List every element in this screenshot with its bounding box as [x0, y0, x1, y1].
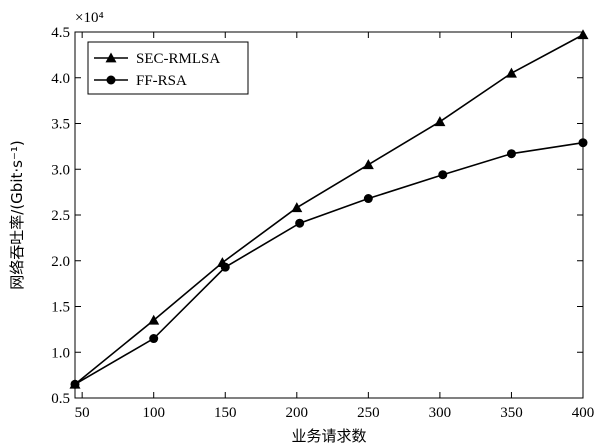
ff-rsa-point — [506, 149, 516, 159]
x-tick-label: 150 — [214, 405, 237, 421]
x-axis-ticks: 50 100 150 200 250 300 350 400 — [75, 32, 595, 421]
sec-rmlsa-point — [148, 314, 160, 325]
legend-item-sec-rmlsa: SEC-RMLSA — [94, 51, 220, 67]
series-ff-rsa — [70, 138, 588, 389]
legend-label: SEC-RMLSA — [136, 51, 220, 67]
x-tick-label: 200 — [286, 405, 309, 421]
series-line — [74, 34, 584, 385]
y-axis-ticks: 0.5 1.0 1.5 2.0 2.5 3.0 3.5 4.0 4.5 — [51, 25, 583, 407]
ff-rsa-point — [295, 218, 305, 228]
ff-rsa-point — [438, 170, 448, 180]
legend-box — [87, 41, 249, 95]
ff-rsa-point — [149, 334, 159, 344]
y-multiplier-label: ×10⁴ — [75, 10, 104, 26]
plot-frame — [74, 31, 584, 399]
x-tick-label: 50 — [75, 405, 90, 421]
y-tick-label: 0.5 — [51, 391, 70, 407]
y-tick-label: 2.5 — [51, 208, 70, 224]
y-tick-label: 1.0 — [51, 345, 70, 361]
y-tick-label: 4.5 — [51, 25, 70, 41]
y-tick-label: 3.5 — [51, 117, 70, 133]
sec-rmlsa-point — [362, 159, 374, 170]
ff-rsa-point — [220, 262, 230, 272]
sec-rmlsa-point — [434, 116, 446, 127]
ff-rsa-point — [363, 194, 373, 204]
x-tick-label: 350 — [500, 405, 523, 421]
legend-marker — [106, 75, 116, 85]
series-line — [74, 141, 584, 385]
y-tick-label: 3.0 — [51, 162, 70, 178]
x-tick-label: 400 — [572, 405, 595, 421]
sec-rmlsa-point — [505, 67, 517, 78]
legend-marker — [105, 52, 117, 63]
legend-label: FF-RSA — [136, 73, 187, 89]
y-tick-label: 2.0 — [51, 254, 70, 270]
legend-item-ff-rsa: FF-RSA — [94, 73, 187, 89]
sec-rmlsa-point — [291, 202, 303, 213]
x-tick-label: 300 — [429, 405, 452, 421]
x-tick-label: 250 — [357, 405, 380, 421]
y-axis-title: 网络吞吐率/(Gbit·s⁻¹) — [8, 140, 26, 289]
y-tick-label: 1.5 — [51, 300, 70, 316]
legend: SEC-RMLSA FF-RSA — [87, 41, 249, 95]
x-axis-title: 业务请求数 — [291, 427, 366, 445]
y-tick-label: 4.0 — [51, 71, 70, 87]
x-tick-label: 100 — [142, 405, 165, 421]
